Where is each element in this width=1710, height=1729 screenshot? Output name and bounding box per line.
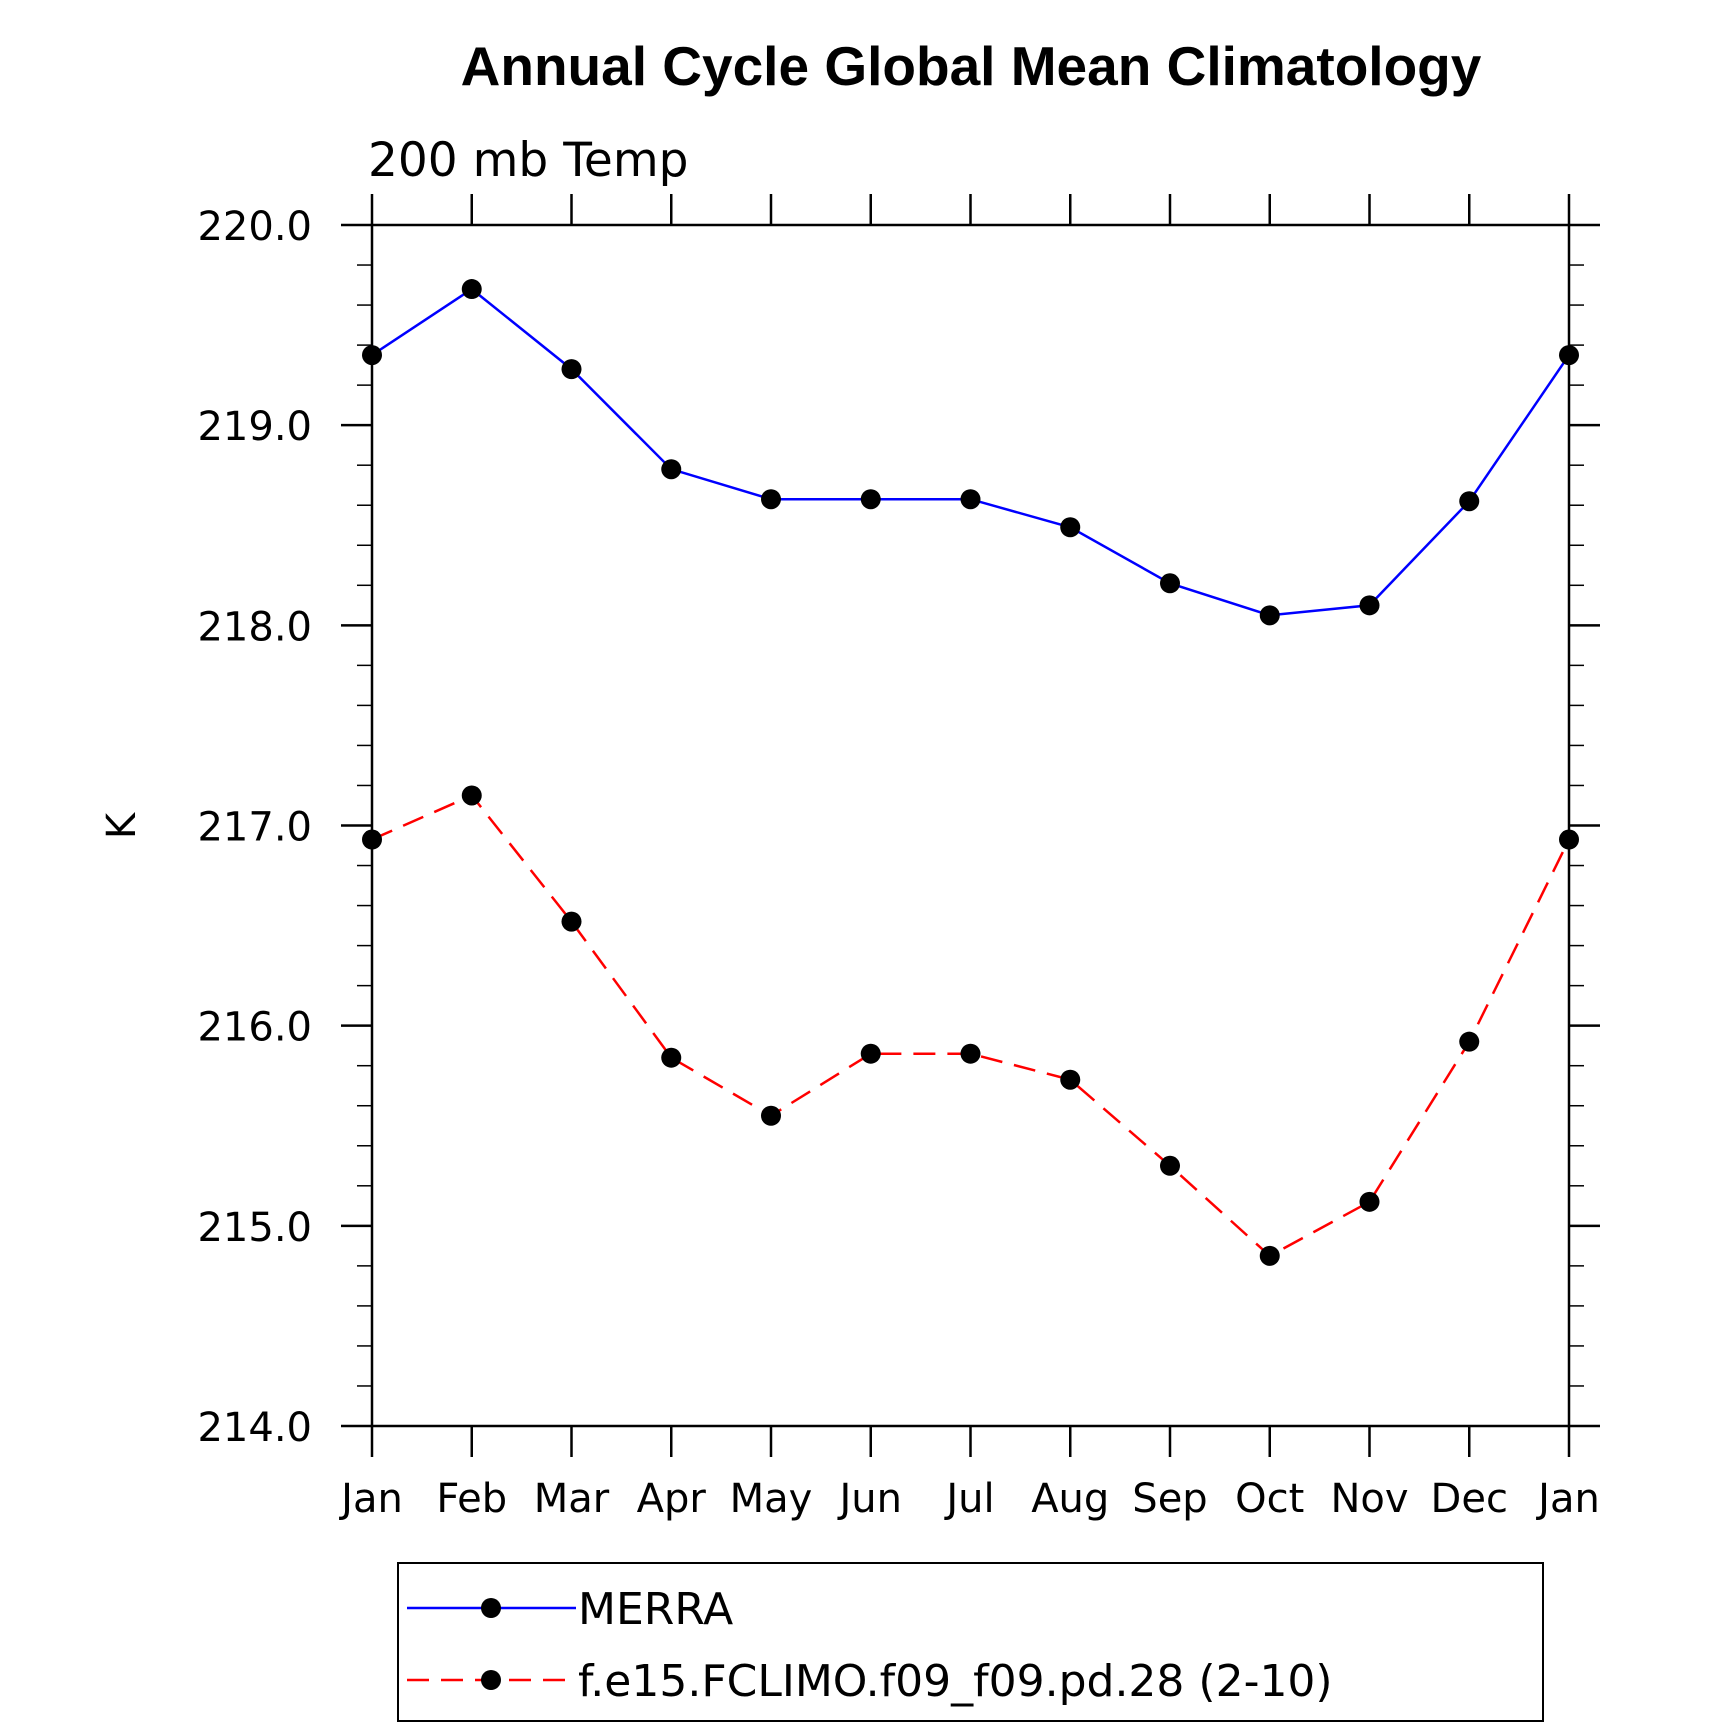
legend: MERRA f.e15.FCLIMO.f09_f09.pd.28 (2-10) <box>397 1562 1544 1722</box>
series-0-point <box>661 459 682 480</box>
series-0-point <box>1559 345 1579 366</box>
x-tick-label: Jan <box>1535 1476 1600 1522</box>
chart-title: Annual Cycle Global Mean Climatology <box>461 35 1482 97</box>
series-line-1 <box>371 793 1571 1258</box>
series-1-point <box>960 1043 981 1064</box>
x-tick-label: Feb <box>436 1476 507 1522</box>
series-1-point <box>1559 829 1579 850</box>
series-0-point <box>960 489 981 510</box>
series-0-point <box>561 359 582 380</box>
legend-box <box>397 1562 1544 1722</box>
series-0-point <box>1459 491 1480 512</box>
series-0-point <box>860 489 881 510</box>
x-tick-label: Mar <box>534 1476 610 1522</box>
y-tick-label: 215.0 <box>197 1205 312 1251</box>
legend-label-model: f.e15.FCLIMO.f09_f09.pd.28 (2-10) <box>578 1656 1333 1707</box>
series-1-point <box>1359 1191 1380 1212</box>
series-1-point <box>860 1043 881 1064</box>
x-tick-label: Nov <box>1330 1476 1408 1522</box>
x-tick-label: May <box>730 1476 813 1522</box>
series-0-point <box>1160 573 1180 594</box>
series-1-point <box>661 1047 682 1068</box>
series-1-point <box>561 911 582 932</box>
series-0-point <box>362 345 382 366</box>
series-1-point <box>362 829 382 850</box>
series-0-point <box>1060 517 1081 538</box>
y-tick-label: 216.0 <box>197 1005 312 1051</box>
x-tick-label: Sep <box>1132 1476 1207 1522</box>
legend-entry-merra: MERRA <box>407 1584 733 1635</box>
y-tick-label: 220.0 <box>197 204 312 250</box>
series-1-point <box>1259 1245 1280 1266</box>
legend-marker-model <box>481 1670 501 1690</box>
series-0-point <box>1359 595 1380 616</box>
x-tick-label: Aug <box>1031 1476 1109 1522</box>
legend-label-merra: MERRA <box>578 1584 733 1635</box>
x-tick-label: Jan <box>338 1476 403 1522</box>
series-1-point <box>1160 1155 1180 1176</box>
y-axis-label: K <box>99 811 145 839</box>
series-0-point <box>761 489 781 510</box>
series-1-point <box>1060 1069 1081 1090</box>
series-1-point <box>761 1105 781 1126</box>
legend-entry-model: f.e15.FCLIMO.f09_f09.pd.28 (2-10) <box>407 1656 1333 1707</box>
series-1-point <box>461 785 482 806</box>
series-0-point <box>461 279 482 300</box>
plot-frame <box>370 223 1571 1428</box>
series-0-point <box>1259 605 1280 626</box>
x-tick-label: Jun <box>837 1476 903 1522</box>
y-tick-label: 219.0 <box>197 404 312 450</box>
x-tick-label: Apr <box>637 1476 707 1522</box>
plot-area: 214.0 215.0 216.0 217.0 218.0 219.0 220.0 Jan Fe… <box>197 194 1600 1522</box>
chart-subtitle: 200 mb Temp <box>368 133 688 188</box>
series-line-0 <box>371 287 1571 617</box>
y-tick-label: 214.0 <box>197 1405 312 1451</box>
series-1-point <box>1459 1031 1480 1052</box>
y-tick-label: 217.0 <box>197 805 312 851</box>
x-tick-label: Dec <box>1431 1476 1508 1522</box>
legend-marker-merra <box>481 1598 501 1618</box>
x-tick-label: Oct <box>1235 1476 1304 1522</box>
y-tick-label: 218.0 <box>197 604 312 650</box>
x-tick-label: Jul <box>943 1476 994 1522</box>
